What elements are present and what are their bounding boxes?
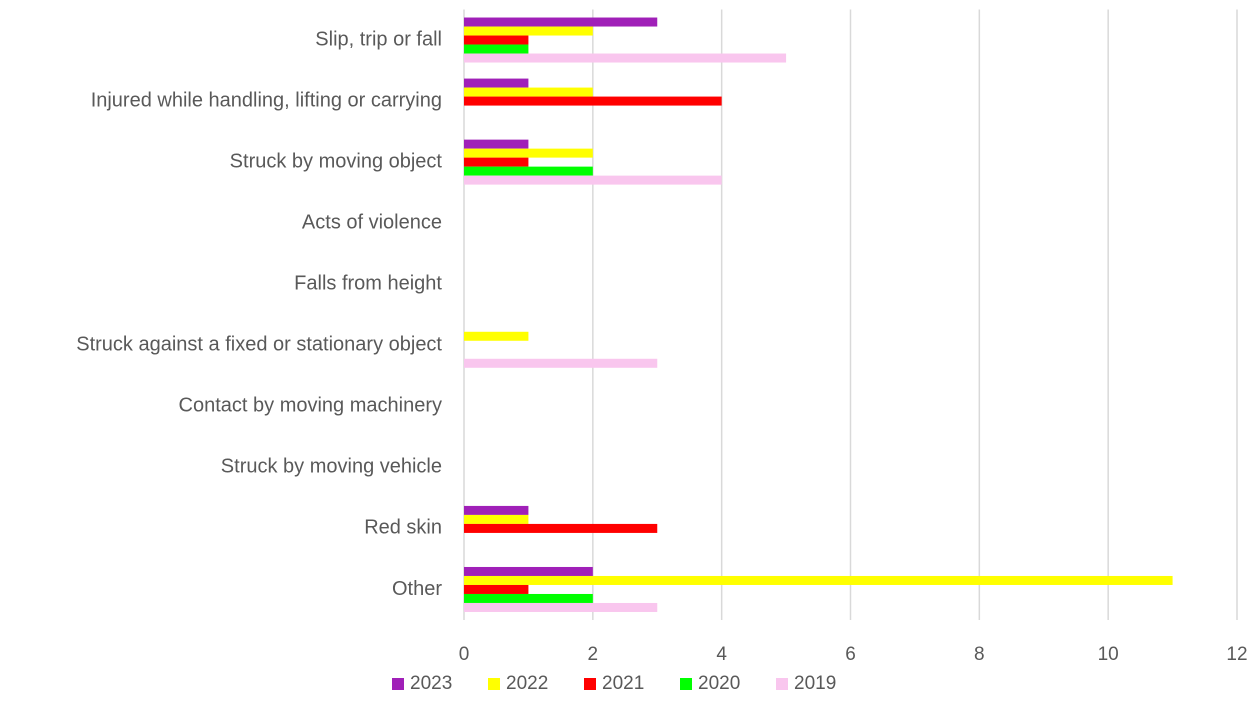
bar xyxy=(464,44,529,54)
y-tick-label: Red skin xyxy=(364,517,442,539)
x-tick-label: 12 xyxy=(1226,644,1247,665)
x-tick-label: 2 xyxy=(588,644,599,665)
legend-swatch xyxy=(776,678,788,690)
y-tick-label: Slip, trip or fall xyxy=(315,28,442,50)
legend-label: 2020 xyxy=(698,673,740,694)
bar xyxy=(464,602,658,612)
bar xyxy=(464,96,722,106)
bar xyxy=(464,139,529,149)
legend-label: 2021 xyxy=(602,673,644,694)
bar xyxy=(464,78,529,88)
bar xyxy=(464,566,593,576)
bar xyxy=(464,593,593,603)
bar xyxy=(464,26,593,36)
x-tick-label: 0 xyxy=(459,644,470,665)
legend-label: 2019 xyxy=(794,673,836,694)
legend-label: 2022 xyxy=(506,673,548,694)
bar xyxy=(464,505,529,515)
legend-swatch xyxy=(392,678,404,690)
bar xyxy=(464,575,1173,585)
bar xyxy=(464,157,529,167)
legend-label: 2023 xyxy=(410,673,452,694)
y-tick-label: Falls from height xyxy=(294,273,442,295)
y-tick-label: Struck by moving object xyxy=(230,150,443,172)
legend-swatch xyxy=(488,678,500,690)
y-tick-label: Other xyxy=(392,578,442,600)
x-tick-label: 6 xyxy=(845,644,856,665)
bar xyxy=(464,175,722,185)
bar xyxy=(464,358,658,368)
y-tick-label: Struck by moving vehicle xyxy=(221,456,442,478)
bar xyxy=(464,514,529,524)
bar xyxy=(464,523,658,533)
bar xyxy=(464,331,529,341)
y-tick-label: Struck against a fixed or stationary obj… xyxy=(76,334,442,356)
y-tick-label: Injured while handling, lifting or carry… xyxy=(91,89,442,111)
x-tick-label: 10 xyxy=(1098,644,1119,665)
bar xyxy=(464,166,593,176)
bar xyxy=(464,35,529,45)
legend-swatch xyxy=(584,678,596,690)
x-tick-label: 4 xyxy=(716,644,727,665)
bar xyxy=(464,53,787,63)
bar xyxy=(464,87,593,97)
legend-swatch xyxy=(680,678,692,690)
bar xyxy=(464,17,658,27)
x-tick-label: 8 xyxy=(974,644,985,665)
y-tick-label: Contact by moving machinery xyxy=(179,395,442,417)
y-tick-label: Acts of violence xyxy=(302,211,442,233)
bar xyxy=(464,148,593,158)
bar xyxy=(464,584,529,594)
